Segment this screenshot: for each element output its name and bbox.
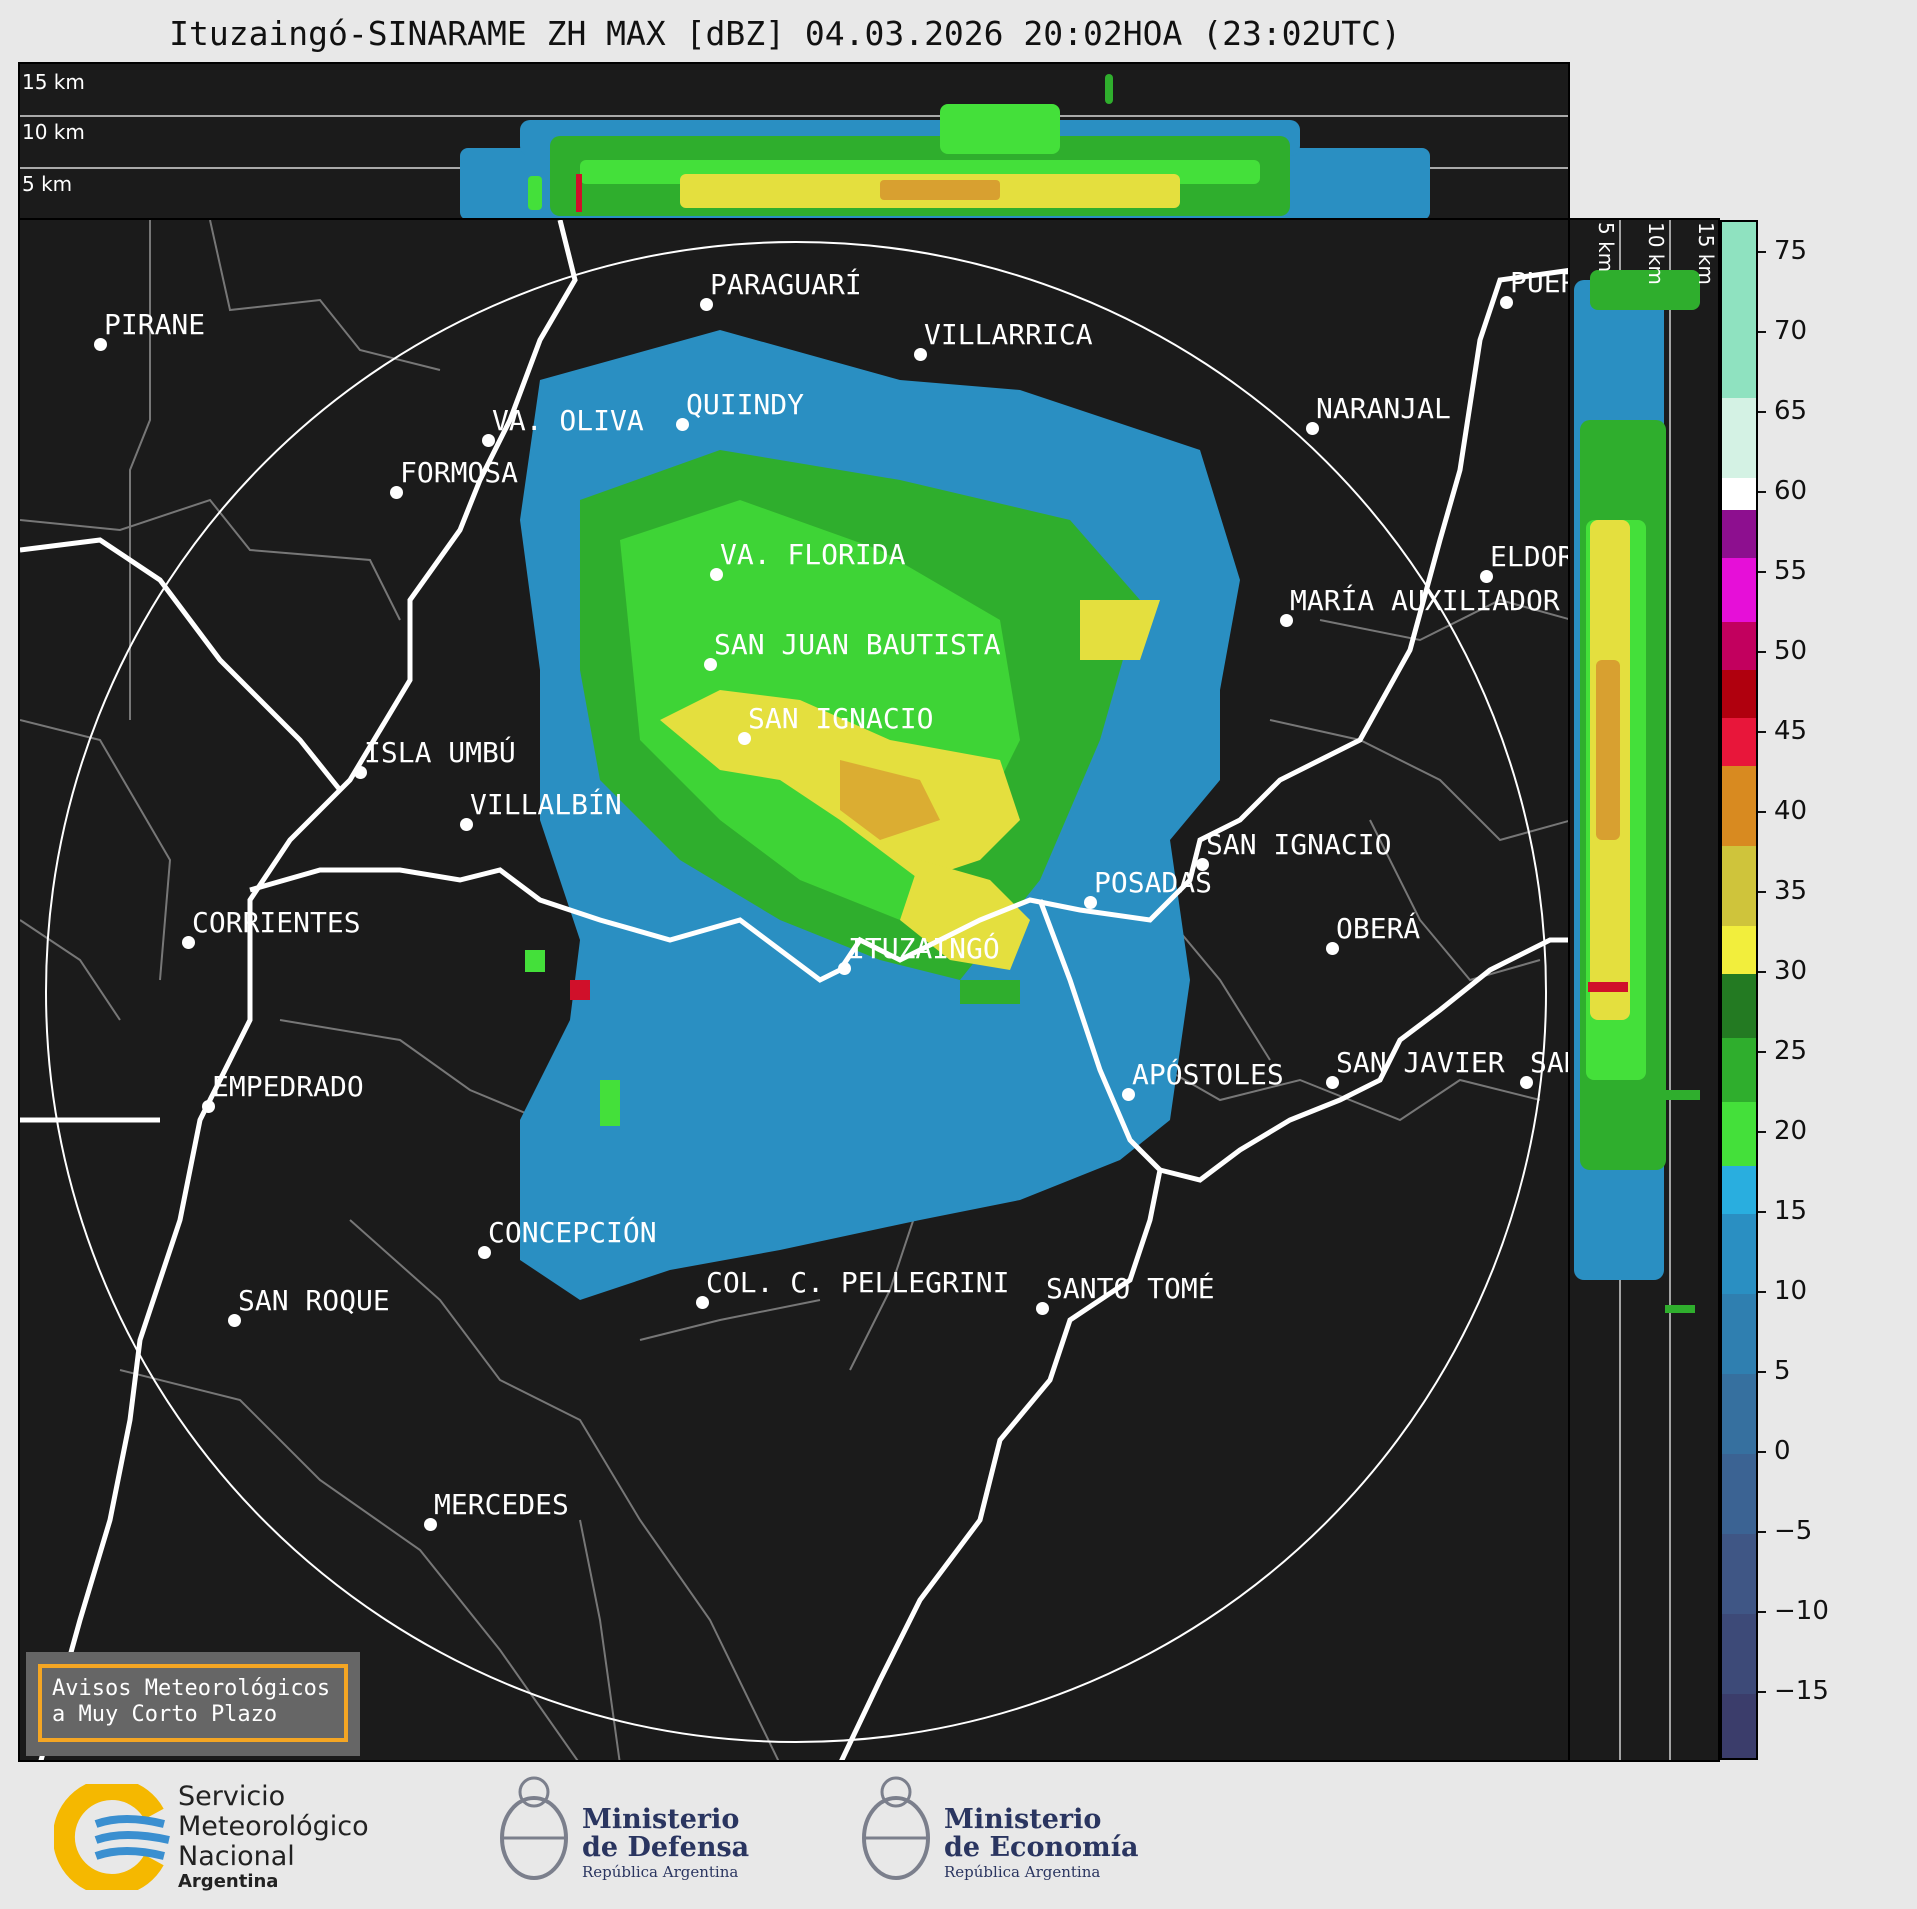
side-altitude-label-5km: 5 km [1594,222,1618,273]
range-ring [45,241,1547,1743]
top-height-profile: 15 km 10 km 5 km [18,62,1570,220]
province-boundaries [20,220,1568,1760]
city-label: FORMOSA [390,456,518,499]
colorbar-band [1722,670,1756,718]
colorbar-tick-label: 50 [1758,636,1807,666]
avisos-line1: Avisos Meteorológicos [52,1676,331,1701]
colorbar-tick-label: 15 [1758,1196,1807,1226]
colorbar-tick-label: 0 [1758,1436,1791,1466]
city-label: SAN [1520,1046,1568,1089]
colorbar-tick-label: −10 [1758,1596,1829,1626]
colorbar-tick-label: 40 [1758,796,1807,826]
city-label: SAN JUAN BAUTISTA [704,628,1001,671]
colorbar-band [1722,1038,1756,1102]
rivers [20,220,1568,1760]
colorbar-band [1722,1374,1756,1454]
colorbar-band [1722,222,1756,398]
city-label: SANTO TOMÉ [1036,1272,1215,1315]
colorbar-band [1722,622,1756,670]
city-label: VA. OLIVA [482,404,644,447]
colorbar-tick-label: 65 [1758,396,1807,426]
smn-logo-text: Servicio Meteorológico Nacional Argentin… [178,1781,369,1892]
city-label: PARAGUARÍ [700,268,862,311]
city-label: SAN IGNACIO [738,702,933,745]
colorbar-band [1722,398,1756,478]
city-label: PIRANE [94,308,205,351]
colorbar-tick-label: 30 [1758,956,1807,986]
colorbar-band [1722,1694,1756,1758]
city-label: VA. FLORIDA [710,538,905,581]
radar-map-drawing [20,220,1568,1760]
altitude-label-5km: 5 km [22,172,73,196]
colorbar-tick-label: 20 [1758,1116,1807,1146]
colorbar-band [1722,974,1756,1038]
colorbar-band [1722,1214,1756,1294]
city-label: SAN JAVIER [1326,1046,1505,1089]
smn-logo-icon [54,1784,170,1890]
colorbar-band [1722,846,1756,926]
colorbar-tick-label: 45 [1758,716,1807,746]
city-label: CONCEPCIÓN [478,1216,657,1259]
colorbar-tick-label: −15 [1758,1676,1829,1706]
side-height-profile: 5 km 10 km 15 km [1568,218,1720,1762]
city-label: VILLARRICA [914,318,1093,361]
page-title: Ituzaingó-SINARAME ZH MAX [dBZ] 04.03.20… [169,14,1401,53]
city-label: ISLA UMBÚ [354,736,516,779]
colorbar-tick-label: 10 [1758,1276,1807,1306]
colorbar-tick-label: 35 [1758,876,1807,906]
colorbar-band [1722,1614,1756,1694]
city-label: CORRIENTES [182,906,361,949]
colorbar-band [1722,1534,1756,1614]
colorbar-tick-label: 55 [1758,556,1807,586]
argentina-coat-of-arms-icon [500,1776,568,1880]
altitude-label-15km: 15 km [22,70,85,94]
colorbar-band [1722,478,1756,510]
city-label: MERCEDES [424,1488,569,1531]
side-altitude-label-15km: 15 km [1694,222,1718,285]
city-label: EMPEDRADO [202,1070,364,1113]
colorbar-tick-label: 70 [1758,316,1807,346]
defensa-logo-text: Ministerio de Defensa República Argentin… [582,1804,750,1882]
city-label: OBERÁ [1326,912,1420,955]
colorbar-band [1722,1102,1756,1166]
city-label: SAN ROQUE [228,1284,390,1327]
colorbar-tick-label: 60 [1758,476,1807,506]
avisos-badge[interactable]: Avisos Meteorológicos a Muy Corto Plazo [26,1652,360,1756]
colorbar-band [1722,1294,1756,1374]
city-label: ELDOR [1480,540,1568,583]
colorbar-tick-label: 75 [1758,236,1807,266]
side-profile-echo [1574,220,1700,1760]
city-label: COL. C. PELLEGRINI [696,1266,1009,1309]
top-profile-echo [20,74,1568,218]
city-label: ITUZAINGÓ [838,932,1000,975]
city-label: QUIINDY [676,388,804,431]
colorbar-band [1722,1454,1756,1534]
economia-logo-text: Ministerio de Economía República Argenti… [944,1804,1139,1882]
colorbar [1720,220,1758,1760]
colorbar-band [1722,510,1756,558]
colorbar-tick-label: 5 [1758,1356,1791,1386]
city-label: APÓSTOLES [1122,1058,1284,1101]
argentina-coat-of-arms-icon [862,1776,930,1880]
city-label: SAN IGNACIO [1196,828,1391,871]
colorbar-band [1722,718,1756,766]
colorbar-tick-label: −5 [1758,1516,1812,1546]
colorbar-band [1722,926,1756,974]
city-label: VILLALBÍN [460,788,622,831]
radar-map: PIRANE PARAGUARÍ VILLARRICA QUIINDY VA. … [18,218,1570,1762]
city-label: MARÍA AUXILIADOR [1280,584,1560,627]
avisos-box: Avisos Meteorológicos a Muy Corto Plazo [38,1664,348,1742]
city-label: NARANJAL [1306,392,1451,435]
radar-echo [520,330,1240,1300]
city-label: PUER [1500,266,1568,309]
side-altitude-label-10km: 10 km [1644,222,1668,285]
colorbar-tick-label: 25 [1758,1036,1807,1066]
city-label: POSADAS [1084,866,1212,909]
avisos-line2: a Muy Corto Plazo [52,1702,278,1727]
colorbar-band [1722,558,1756,622]
colorbar-band [1722,766,1756,846]
colorbar-band [1722,1166,1756,1214]
altitude-label-10km: 10 km [22,120,85,144]
